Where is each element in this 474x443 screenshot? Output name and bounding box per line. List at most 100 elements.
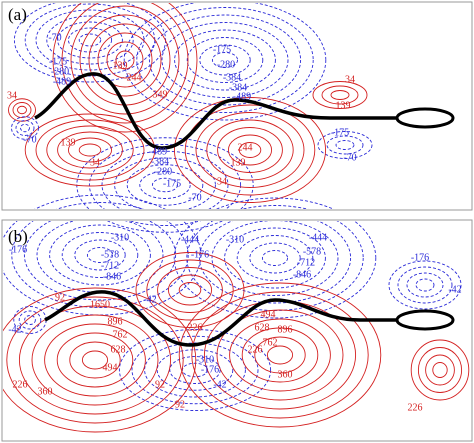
contour-label: 34: [7, 90, 17, 101]
contour-label: -175: [49, 56, 67, 67]
contour-label: 244: [127, 72, 142, 83]
contour-line: [61, 232, 139, 278]
contour-label: 139: [61, 137, 76, 148]
contour-line: [18, 310, 42, 330]
contour-line: [261, 250, 289, 266]
contour-line: [6, 296, 184, 424]
contour-line: [61, 3, 189, 124]
contour-label: -42: [8, 324, 21, 335]
contour-label: -712: [101, 260, 119, 271]
contour-line: [78, 143, 102, 157]
contour-label: -176: [9, 244, 27, 255]
contour-label: -384: [229, 82, 247, 93]
panel-label: (a): [8, 5, 27, 24]
contour-line: [44, 323, 146, 397]
contour-label: -846: [293, 269, 311, 280]
contour-line: [184, 104, 316, 196]
contour-line: [330, 90, 350, 100]
contour-line: [241, 327, 319, 383]
contour-line: [49, 224, 151, 286]
contour-line: [167, 274, 213, 306]
contour-label: -176: [411, 252, 429, 263]
contour-line: [135, 252, 245, 328]
contour-line: [11, 202, 189, 308]
contour-line: [52, 3, 198, 133]
contour-line: [335, 140, 355, 150]
contour-line: [151, 177, 179, 193]
contour-label: 762: [113, 329, 128, 340]
contour-label: -489: [149, 146, 167, 157]
contour-line: [12, 102, 32, 118]
contour-line: [88, 23, 162, 97]
contour-label: 34: [345, 74, 355, 85]
contour-label: -175: [213, 44, 231, 55]
contour-line: [397, 266, 453, 304]
contour-label: -175: [331, 127, 349, 138]
contour-line: [126, 164, 204, 206]
panel-frame: [1, 219, 473, 442]
contour-line: [312, 81, 368, 109]
contour-line: [31, 314, 159, 406]
contour-line: [146, 259, 234, 321]
contour-label: 34: [217, 176, 227, 187]
contour-line: [238, 142, 262, 158]
contour-label: -489: [233, 91, 251, 102]
ellipse-body: [395, 107, 455, 129]
contour-line: [81, 350, 109, 370]
contour-line: [173, 197, 377, 319]
contour-line: [211, 52, 239, 68]
contour-line: [139, 171, 191, 199]
contour-line: [97, 32, 153, 88]
contour-line: [415, 278, 435, 292]
contour-label: -70: [343, 152, 356, 163]
contour-label: -70: [188, 192, 201, 203]
contour-line: [46, 15, 134, 65]
contour-line: [417, 347, 463, 393]
contour-label: 139: [113, 60, 128, 71]
contour-line: [161, 22, 289, 98]
contour-line: [388, 260, 462, 310]
contour-label: -846: [103, 271, 121, 282]
contour-label: -176: [191, 249, 209, 260]
contour-line: [74, 239, 126, 271]
contour-line: [86, 247, 114, 263]
contour-label: -310: [111, 232, 129, 243]
contour-label: 494: [103, 362, 118, 373]
contour-line: [425, 354, 455, 386]
contour-line: [224, 227, 326, 289]
contour-label: -489: [53, 76, 71, 87]
contour-label: -175: [163, 178, 181, 189]
contour-label: 896: [278, 324, 293, 335]
contour-line: [35, 119, 145, 181]
contour-line: [11, 116, 39, 140]
contour-label: -310: [196, 354, 214, 365]
contour-label: 628: [111, 344, 126, 355]
contour-label: -70: [23, 134, 36, 145]
contour-line: [254, 336, 306, 374]
contour-label: 92: [55, 292, 65, 303]
contour-label: 494: [261, 309, 276, 320]
contour-label: -70: [48, 32, 61, 43]
contour-line: [174, 29, 276, 91]
contour-label: 628: [255, 322, 270, 333]
contour-line: [217, 127, 283, 173]
contour-line: [266, 345, 294, 365]
contour-label: -444: [309, 232, 327, 243]
contour-label: 896: [108, 316, 123, 327]
contour-line: [136, 7, 314, 113]
contour-label: 762: [263, 337, 278, 348]
contour-label: -42: [448, 284, 461, 295]
contour-label: 226: [188, 322, 203, 333]
contour-label: 34: [90, 157, 100, 168]
contour-label: 1650: [90, 299, 110, 310]
contour-label: -310: [226, 234, 244, 245]
contour-label: 226: [408, 402, 423, 413]
contour-line: [46, 125, 134, 175]
contour-line: [317, 131, 373, 159]
contour-line: [3, 194, 202, 316]
contour-line: [326, 135, 364, 155]
contour-line: [57, 21, 123, 59]
contour-label: -384: [223, 72, 241, 83]
contour-label: -176: [201, 364, 219, 375]
